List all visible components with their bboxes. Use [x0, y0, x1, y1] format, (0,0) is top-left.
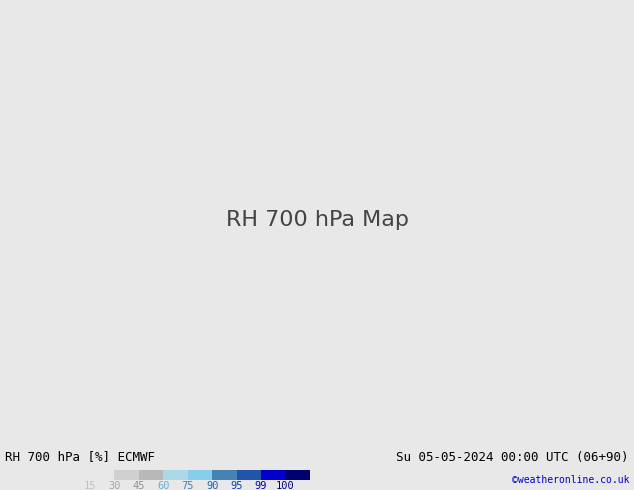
Bar	[212, 470, 236, 480]
Text: 99: 99	[255, 481, 268, 490]
Text: ©weatheronline.co.uk: ©weatheronline.co.uk	[512, 475, 629, 485]
Bar	[164, 470, 188, 480]
Bar	[115, 470, 139, 480]
Text: 90: 90	[206, 481, 219, 490]
Bar	[236, 470, 261, 480]
Text: Su 05-05-2024 00:00 UTC (06+90): Su 05-05-2024 00:00 UTC (06+90)	[396, 450, 629, 464]
Bar	[188, 470, 212, 480]
Text: 60: 60	[157, 481, 169, 490]
Text: RH 700 hPa Map: RH 700 hPa Map	[226, 210, 408, 230]
Text: 30: 30	[108, 481, 120, 490]
Bar	[261, 470, 285, 480]
Text: 95: 95	[230, 481, 243, 490]
Bar	[139, 470, 164, 480]
Text: 45: 45	[133, 481, 145, 490]
Text: 15: 15	[84, 481, 96, 490]
Text: RH 700 hPa [%] ECMWF: RH 700 hPa [%] ECMWF	[5, 450, 155, 464]
Text: 100: 100	[276, 481, 295, 490]
Text: 75: 75	[181, 481, 194, 490]
Bar	[90, 470, 115, 480]
Bar	[285, 470, 310, 480]
